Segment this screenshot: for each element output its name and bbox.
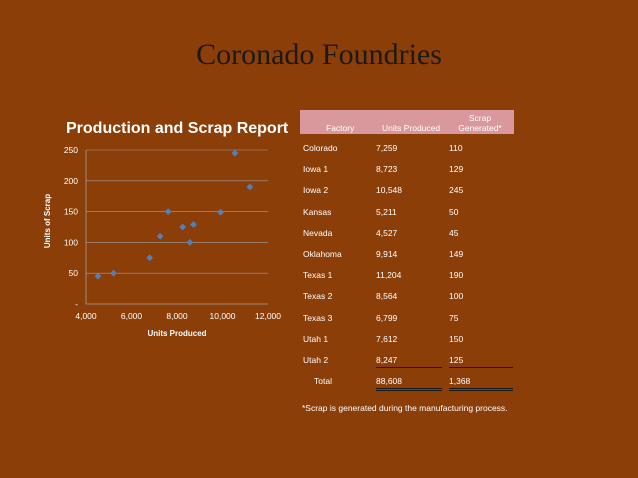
data-point: [186, 239, 194, 246]
table-cell-scrap: 190: [449, 270, 464, 281]
total-underline: [376, 388, 442, 390]
table-cell-scrap: 110: [449, 143, 463, 153]
y-tick-label: 50: [69, 268, 79, 278]
data-point: [146, 254, 154, 262]
table-footnote: *Scrap is generated during the manufactu…: [302, 403, 508, 413]
total-double-underline: [376, 390, 442, 392]
row-underline: [376, 367, 442, 368]
table-total-label: Total: [314, 376, 332, 387]
table-cell-units: 7,612: [376, 333, 398, 344]
data-point: [179, 223, 187, 231]
table-cell-units: 11,204: [376, 270, 402, 281]
y-tick-label: -: [75, 299, 78, 309]
total-underline: [449, 388, 513, 390]
table-cell-scrap: 150: [449, 333, 464, 344]
data-point: [217, 208, 224, 216]
table-cell-units: 9,914: [376, 249, 398, 259]
y-tick-label: 250: [64, 145, 78, 155]
table-cell-factory: Colorado: [303, 143, 338, 153]
row-underline: [449, 367, 513, 368]
x-tick-label: 10,000: [210, 311, 236, 321]
table-cell-scrap: 129: [449, 164, 464, 175]
header-scrap-line1: Scrap: [468, 113, 492, 123]
data-point: [156, 232, 164, 240]
table-total-scrap: 1,368: [449, 376, 471, 387]
table-cell-scrap: 125: [449, 355, 464, 365]
y-tick-label: 200: [64, 176, 78, 186]
table-cell-scrap: 245: [449, 185, 464, 196]
table-cell-units: 6,799: [376, 312, 398, 323]
header-factory: Factory: [326, 123, 355, 133]
table-cell-factory: Utah 2: [303, 355, 329, 365]
table-cell-factory: Oklahoma: [303, 249, 342, 259]
header-scrap-line2: Generated*: [458, 123, 502, 133]
data-point: [231, 149, 239, 157]
data-point: [110, 269, 117, 277]
y-tick-label: 100: [64, 237, 78, 247]
data-point: [190, 221, 197, 228]
table-total-units: 88,608: [376, 376, 402, 387]
data-point: [164, 208, 172, 215]
header-units-produced: Units Produced: [382, 123, 441, 133]
table-cell-scrap: 100: [449, 291, 464, 302]
data-point: [94, 272, 102, 280]
x-tick-label: 12,000: [255, 311, 281, 321]
slide-title: Coronado Foundries: [196, 38, 442, 71]
table-cell-scrap: 50: [449, 206, 459, 217]
table-cell-factory: Texas 2: [303, 291, 333, 302]
table-header-background: [300, 110, 514, 134]
table-cell-factory: Iowa 1: [303, 164, 329, 175]
table-cell-factory: Nevada: [303, 227, 333, 238]
y-tick-label: 150: [64, 207, 78, 217]
y-axis-label: Units of Scrap: [43, 194, 52, 248]
table-cell-scrap: 75: [449, 312, 459, 323]
table-cell-factory: Texas 1: [303, 270, 333, 281]
total-double-underline: [449, 390, 513, 392]
table-cell-units: 5,211: [376, 206, 397, 217]
chart-title: Production and Scrap Report: [66, 120, 289, 137]
table-cell-factory: Iowa 2: [303, 185, 329, 196]
table-cell-units: 8,247: [376, 355, 398, 365]
x-tick-label: 4,000: [75, 311, 97, 321]
table-cell-scrap: 149: [449, 249, 464, 259]
data-point: [246, 183, 254, 191]
table-cell-factory: Utah 1: [303, 333, 329, 344]
table-cell-factory: Kansas: [303, 206, 332, 217]
x-tick-label: 6,000: [121, 311, 143, 321]
header-scrap-generated: Scrap Generated*: [457, 113, 503, 133]
table-cell-units: 4,527: [376, 227, 398, 238]
table-cell-units: 8,723: [376, 164, 398, 175]
table-cell-units: 10,548: [376, 185, 402, 196]
table-cell-units: 8,564: [376, 291, 398, 302]
table-cell-units: 7,259: [376, 143, 398, 153]
x-tick-label: 8,000: [166, 311, 188, 321]
table-cell-scrap: 45: [449, 227, 459, 238]
x-axis-label: Units Produced: [147, 329, 206, 338]
table-cell-factory: Texas 3: [303, 312, 333, 323]
